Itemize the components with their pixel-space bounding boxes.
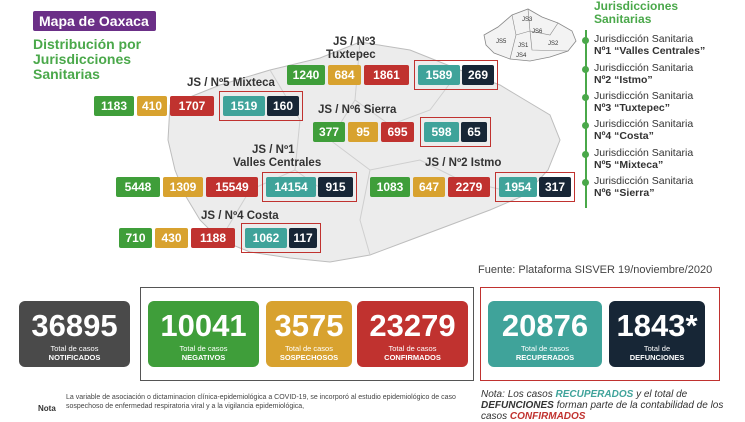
js3-name: Tuxtepec xyxy=(326,49,376,61)
legend-item-js6: Jurisdicción Sanitaria Nº6 “Sierra” xyxy=(594,175,694,199)
total-negativos: 10041 Total de casos NEGATIVOS xyxy=(148,301,259,367)
js2-label: JS / Nº2 Istmo xyxy=(425,157,502,169)
legend-dot xyxy=(582,37,589,44)
js2-sospechosos: 647 xyxy=(413,177,445,197)
minimap: JS3 JS6 JS5 JS1 JS2 JS4 xyxy=(483,8,577,62)
legend-title: Jurisdicciones Sanitarias xyxy=(594,0,679,26)
js6-sospechosos: 95 xyxy=(348,122,378,142)
legend-item-js1: Jurisdicción Sanitaria Nº1 “Valles Centra… xyxy=(594,33,706,57)
legend-item-js3: Jurisdicción Sanitaria Nº3 “Tuxtepec” xyxy=(594,90,694,114)
js4-negativos: 710 xyxy=(119,228,152,248)
minimap-label: JS4 xyxy=(516,53,527,59)
js5-frame xyxy=(219,91,303,121)
total-confirmados: 23279 Total de casos CONFIRMADOS xyxy=(357,301,468,367)
js6-negativos: 377 xyxy=(313,122,345,142)
source-text: Fuente: Plataforma SISVER 19/noviembre/2… xyxy=(478,264,713,276)
legend-dot xyxy=(582,94,589,101)
js6-defunciones: 65 xyxy=(461,122,487,142)
outcomes-group-frame xyxy=(480,287,720,381)
legend-item-js5: Jurisdicción Sanitaria Nº5 “Mixteca” xyxy=(594,147,694,171)
cases-group-frame xyxy=(140,287,474,381)
legend-dot xyxy=(582,122,589,129)
total-recuperados: 20876 Total de casos RECUPERADOS xyxy=(488,301,602,367)
note-recuperados: Nota: Los casos RECUPERADOS y el total d… xyxy=(481,389,724,422)
js2-recuperados: 1954 xyxy=(499,177,537,197)
minimap-label: JS6 xyxy=(532,29,543,35)
js5-confirmados: 1707 xyxy=(170,96,214,116)
legend-dot xyxy=(582,151,589,158)
js3-recuperados: 1589 xyxy=(418,65,460,85)
legend-item-js2: Jurisdicción Sanitaria Nº2 “Istmo” xyxy=(594,62,694,86)
note-label: Nota xyxy=(38,404,56,413)
note-text: La variable de asociación o dictaminacio… xyxy=(66,394,456,410)
minimap-label: JS5 xyxy=(496,39,507,45)
js3-defunciones: 269 xyxy=(462,65,494,85)
js1-recuperados: 14154 xyxy=(266,177,316,197)
minimap-label: JS1 xyxy=(518,43,529,49)
js2-negativos: 1083 xyxy=(370,177,410,197)
page-title: Mapa de Oaxaca xyxy=(33,11,156,31)
js6-frame xyxy=(420,117,491,147)
js1-negativos: 5448 xyxy=(116,177,160,197)
js5-negativos: 1183 xyxy=(94,96,134,116)
js3-frame xyxy=(414,60,498,90)
js4-label: JS / Nº4 Costa xyxy=(201,210,279,222)
js4-frame xyxy=(241,223,321,253)
js5-recuperados: 1519 xyxy=(223,96,265,116)
js6-recuperados: 598 xyxy=(424,122,459,142)
js1-confirmados: 15549 xyxy=(206,177,258,197)
js5-label: JS / Nº5 Mixteca xyxy=(187,77,275,89)
legend-line xyxy=(585,30,587,208)
js1-label: JS / Nº1 xyxy=(252,144,295,156)
page-subtitle: Distribución por Jurisdicciones Sanitari… xyxy=(33,36,142,82)
js4-sospechosos: 430 xyxy=(155,228,188,248)
total-notificados: 36895 Total de casos NOTIFICADOS xyxy=(19,301,130,367)
js6-label: JS / Nº6 Sierra xyxy=(318,104,397,116)
js6-confirmados: 695 xyxy=(381,122,414,142)
js2-confirmados: 2279 xyxy=(448,177,490,197)
js1-defunciones: 915 xyxy=(318,177,353,197)
js2-defunciones: 317 xyxy=(539,177,571,197)
legend-item-js4: Jurisdicción Sanitaria Nº4 “Costa” xyxy=(594,118,694,142)
js4-recuperados: 1062 xyxy=(245,228,287,248)
js5-sospechosos: 410 xyxy=(137,96,167,116)
js2-frame xyxy=(495,172,575,202)
js3-sospechosos: 684 xyxy=(328,65,361,85)
legend-dot xyxy=(582,66,589,73)
js1-sospechosos: 1309 xyxy=(163,177,203,197)
js3-negativos: 1240 xyxy=(287,65,325,85)
js1-name: Valles Centrales xyxy=(233,157,322,169)
total-defunciones: 1843* Total de DEFUNCIONES xyxy=(609,301,705,367)
js3-label: JS / Nº3 xyxy=(333,36,376,48)
total-sospechosos: 3575 Total de casos SOSPECHOSOS xyxy=(266,301,352,367)
js4-defunciones: 117 xyxy=(289,228,317,248)
legend-dot xyxy=(582,179,589,186)
js3-confirmados: 1861 xyxy=(364,65,409,85)
minimap-label: JS2 xyxy=(548,41,559,47)
js4-confirmados: 1188 xyxy=(191,228,235,248)
minimap-label: JS3 xyxy=(522,17,533,23)
js5-defunciones: 160 xyxy=(267,96,299,116)
js1-frame xyxy=(262,172,357,202)
